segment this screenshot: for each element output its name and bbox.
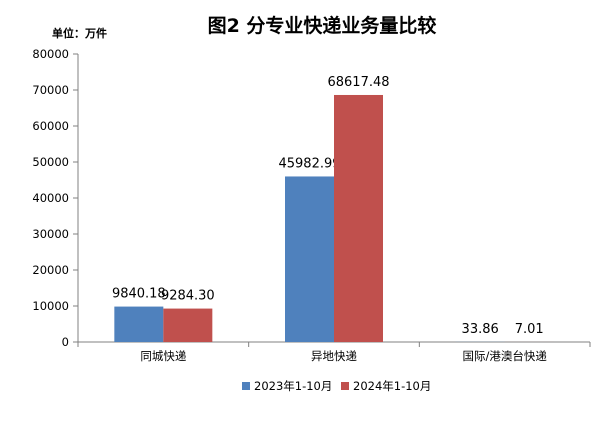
unit-label: 单位：万件	[52, 26, 107, 40]
chart-title: 图2 分专业快递业务量比较	[208, 14, 437, 37]
legend-swatch	[341, 382, 349, 390]
bar	[285, 176, 334, 342]
data-label: 9840.18	[112, 287, 166, 302]
legend: 2023年1-10月 2024年1-10月	[242, 379, 431, 393]
legend-label: 2023年1-10月	[254, 379, 332, 393]
y-tick-label: 70000	[32, 83, 69, 97]
category-label: 异地快递	[311, 349, 357, 363]
category-label: 同城快递	[140, 349, 186, 363]
y-tick-label: 30000	[32, 227, 69, 241]
bar	[163, 308, 213, 342]
legend-label: 2024年1-10月	[353, 379, 431, 393]
data-label: 45982.99	[278, 156, 340, 171]
y-tick-label: 0	[62, 335, 69, 349]
data-label: 68617.48	[327, 75, 389, 90]
data-label: 33.86	[462, 322, 499, 337]
legend-swatch	[242, 382, 250, 390]
y-tick-label: 20000	[32, 263, 69, 277]
y-tick-label: 60000	[32, 119, 69, 133]
plot-area: 0 10000 20000 30000 40000 50000 60000 70000 8000…	[32, 47, 591, 363]
bar	[114, 306, 164, 342]
y-tick-label: 40000	[32, 191, 69, 205]
category-label: 国际/港澳台快递	[462, 349, 547, 363]
data-label: 9284.30	[161, 289, 215, 304]
y-tick-label: 50000	[32, 155, 69, 169]
y-tick-label: 10000	[32, 299, 69, 313]
data-label: 7.01	[515, 322, 544, 337]
y-tick-label: 80000	[32, 47, 69, 61]
bar	[334, 94, 383, 342]
